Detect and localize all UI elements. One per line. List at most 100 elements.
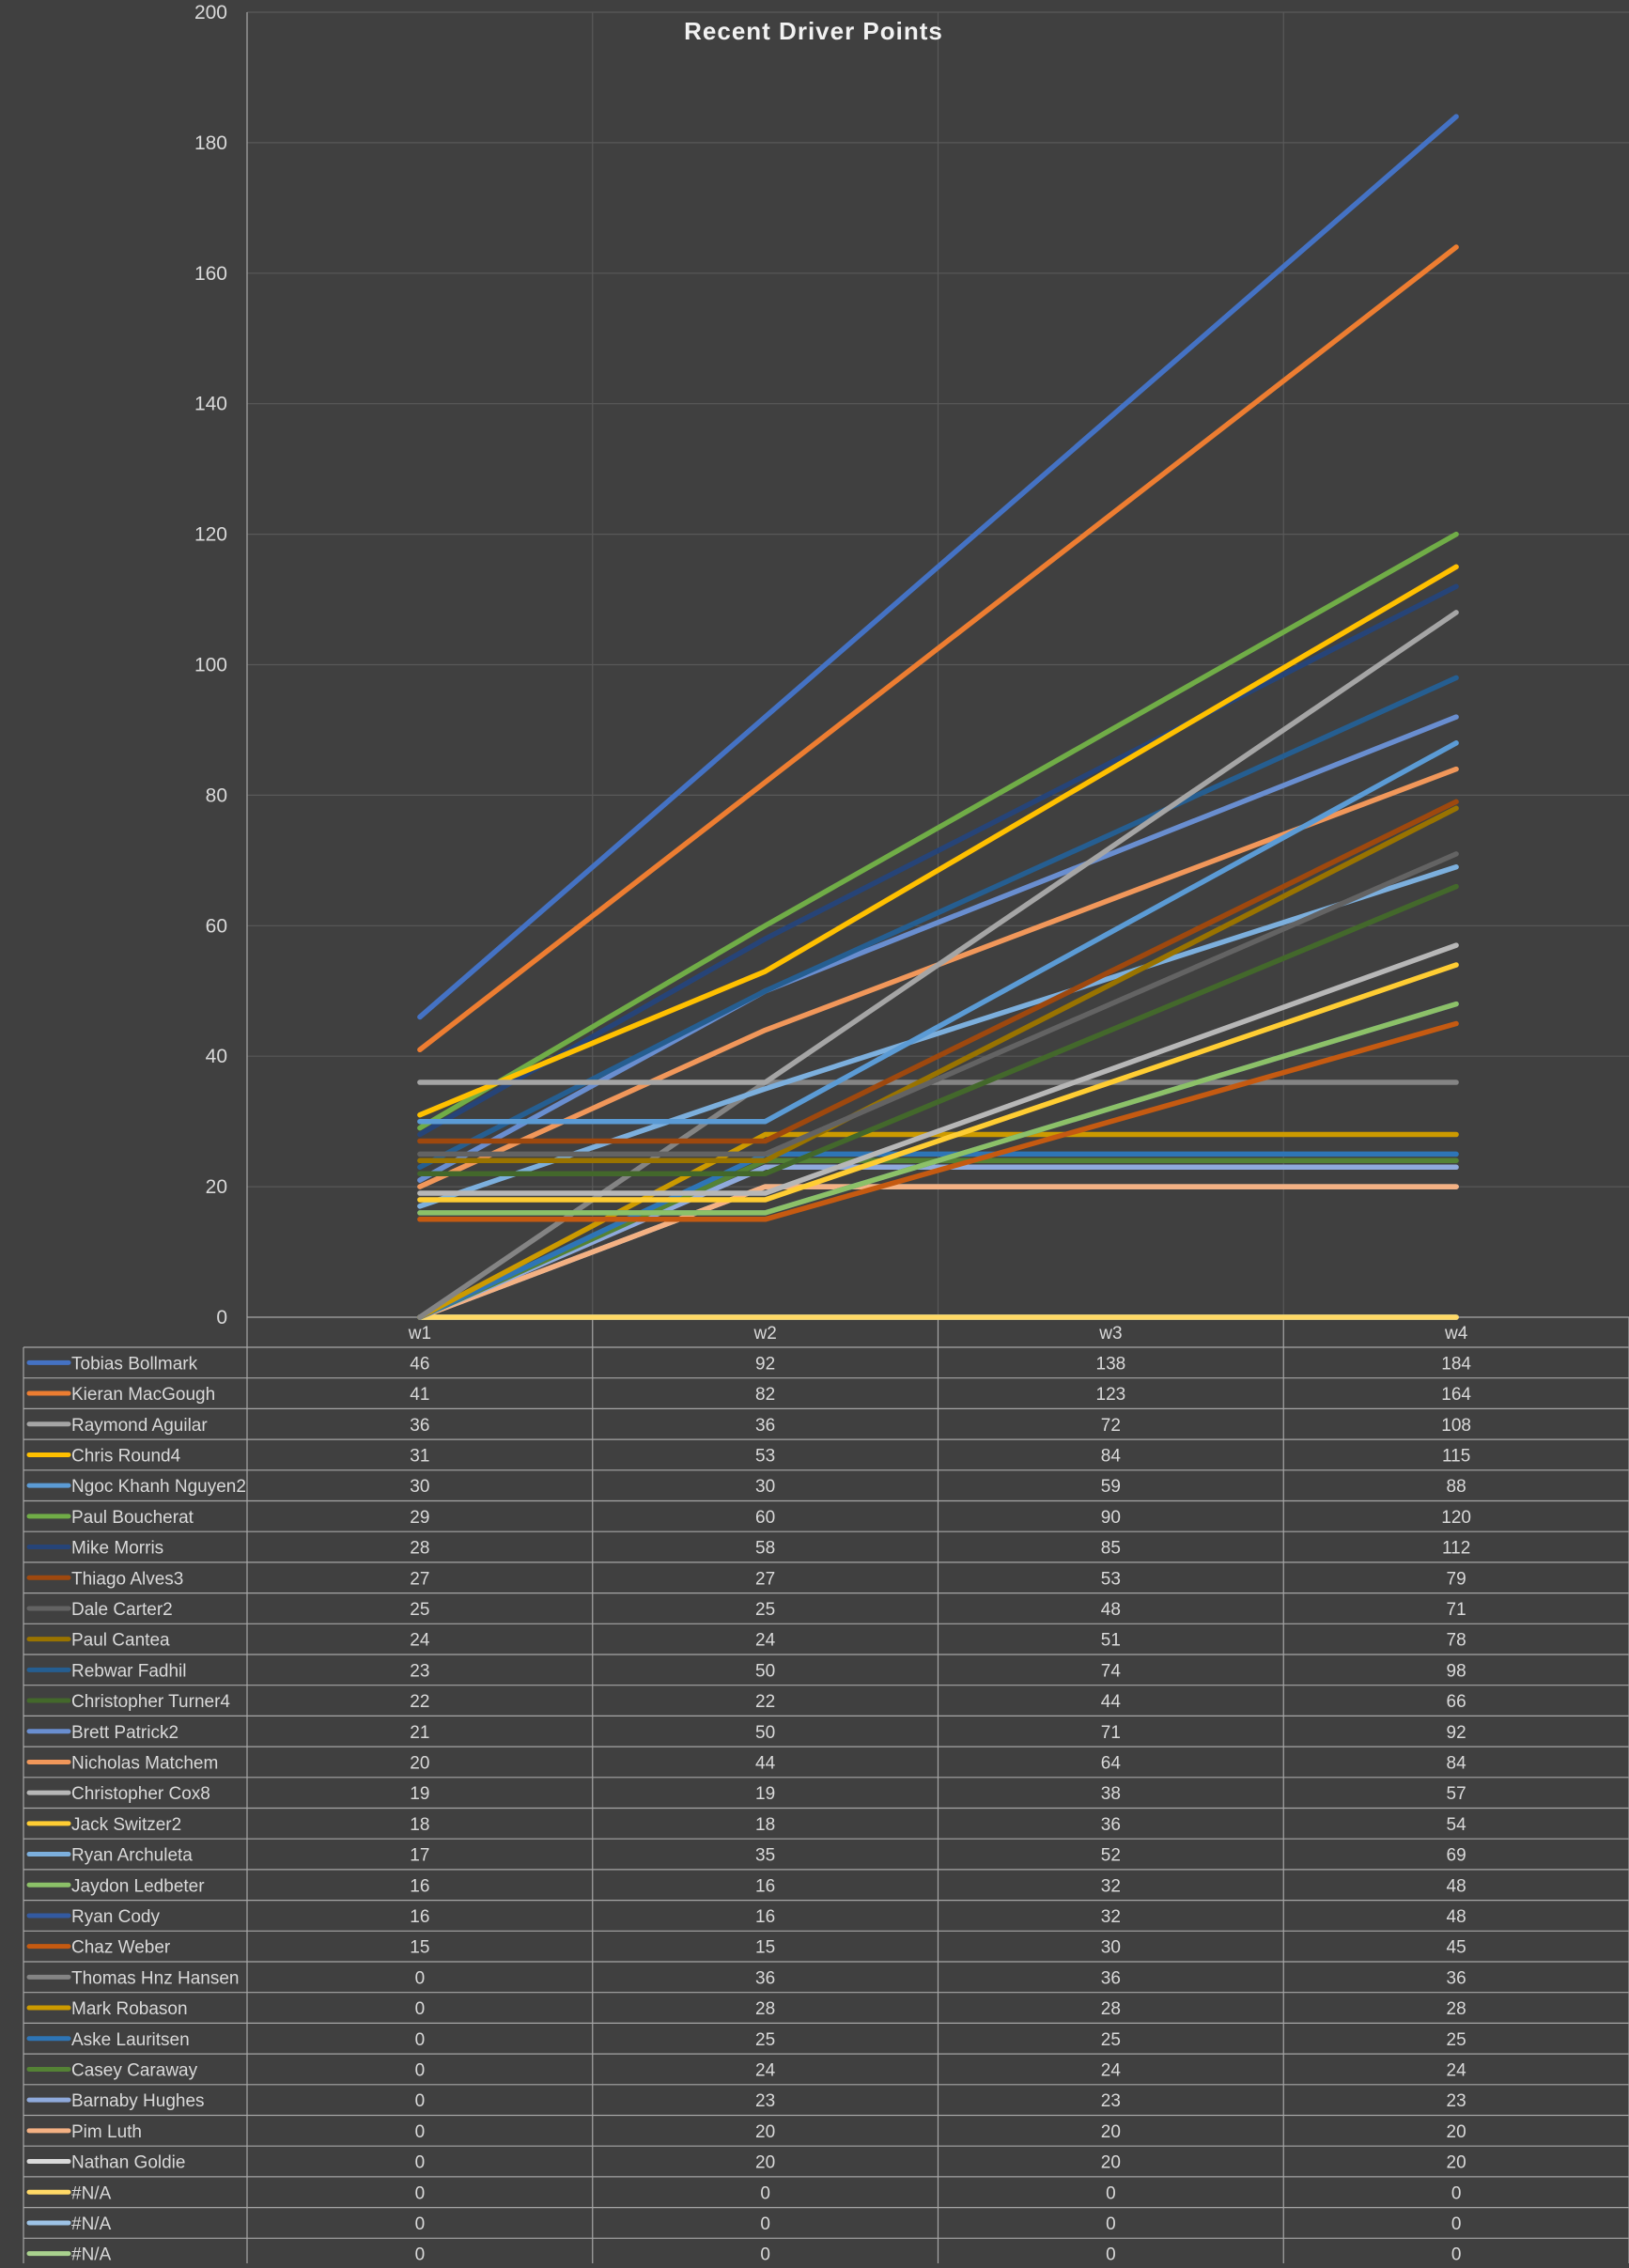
table-cell-value: 30 <box>410 1477 429 1497</box>
legend-series-name: Dale Carter2 <box>71 1600 173 1620</box>
table-cell-value: 60 <box>755 1508 775 1528</box>
table-cell-value: 36 <box>410 1416 429 1436</box>
series-line <box>417 962 1459 1203</box>
table-cell-value: 69 <box>1447 1846 1466 1866</box>
legend-series-name: Thomas Hnz Hansen <box>71 1968 239 1988</box>
table-cell-value: 0 <box>1451 2214 1462 2234</box>
table-cell-value: 23 <box>1101 2091 1121 2111</box>
legend-series-name: Jaydon Ledbeter <box>71 1876 205 1896</box>
table-cell-value: 66 <box>1447 1692 1466 1712</box>
y-tick-label: 160 <box>194 263 227 285</box>
legend-series-name: Kieran MacGough <box>71 1385 215 1405</box>
series-line <box>417 714 1459 1183</box>
table-cell-value: 30 <box>755 1477 775 1497</box>
table-cell-value: 48 <box>1447 1907 1466 1927</box>
table-cell-value: 41 <box>410 1385 429 1405</box>
legend-series-name: Chris Round4 <box>71 1446 181 1466</box>
data-table: w1 w2 w3 w4 Tobias Bollmark 46 92 138 184 Kieran … <box>23 12 1629 2268</box>
table-cell-value: 0 <box>415 2245 426 2263</box>
legend-series-name: #N/A <box>71 2245 112 2263</box>
table-cell-value: 23 <box>1447 2091 1466 2111</box>
table-cell-value: 36 <box>1101 1815 1121 1835</box>
chart-title: Recent Driver Points <box>684 17 943 45</box>
table-cell-value: 74 <box>1101 1661 1122 1681</box>
x-category-label: w3 <box>1098 1324 1122 1344</box>
table-cell-value: 25 <box>410 1600 429 1620</box>
y-tick-label: 0 <box>216 1307 227 1328</box>
table-cell-value: 0 <box>760 2214 770 2234</box>
table-cell-value: 25 <box>1447 2030 1466 2050</box>
table-cell-value: 0 <box>1106 2183 1116 2203</box>
legend-series-name: Rebwar Fadhil <box>71 1661 187 1681</box>
legend-series-name: Tobias Bollmark <box>71 1354 198 1374</box>
table-cell-value: 25 <box>755 1600 775 1620</box>
table-cell-value: 46 <box>410 1354 429 1374</box>
table-cell-value: 36 <box>1447 1968 1466 1988</box>
table-cell-value: 23 <box>410 1661 429 1681</box>
legend-series-name: Ryan Cody <box>71 1907 160 1927</box>
legend-series-name: Paul Boucherat <box>71 1508 194 1528</box>
table-cell-value: 52 <box>1101 1846 1121 1866</box>
legend-series-name: Christopher Turner4 <box>71 1692 230 1712</box>
table-cell-value: 0 <box>415 2183 426 2203</box>
y-axis: 0 20 40 60 80 100 120 140 160 180 200 <box>194 2 227 1328</box>
y-tick-label: 140 <box>194 394 227 415</box>
table-cell-value: 31 <box>410 1446 429 1466</box>
table-cell-value: 22 <box>755 1692 775 1712</box>
table-cell-value: 84 <box>1101 1446 1122 1466</box>
series-line <box>417 942 1459 1196</box>
table-cell-value: 71 <box>1447 1600 1466 1620</box>
table-cell-value: 17 <box>410 1846 429 1866</box>
table-cell-value: 25 <box>1101 2030 1121 2050</box>
x-category-label: w1 <box>408 1324 431 1344</box>
x-category-label: w2 <box>752 1324 776 1344</box>
table-cell-value: 24 <box>1101 2060 1122 2080</box>
table-cell-value: 79 <box>1447 1569 1466 1589</box>
table-cell-value: 24 <box>755 2060 776 2080</box>
table-cell-value: 22 <box>410 1692 429 1712</box>
series-line <box>417 1001 1459 1216</box>
table-cell-value: 90 <box>1101 1508 1121 1528</box>
table-cell-value: 57 <box>1447 1784 1466 1804</box>
series-line <box>417 864 1459 1209</box>
table-cell-value: 0 <box>415 1968 426 1988</box>
table-cell-value: 51 <box>1101 1631 1121 1651</box>
legend-series-name: Barnaby Hughes <box>71 2091 205 2111</box>
y-tick-label: 100 <box>194 655 227 676</box>
table-cell-value: 15 <box>410 1938 429 1958</box>
legend-series-name: #N/A <box>71 2183 112 2203</box>
table-cell-value: 20 <box>1447 2122 1466 2142</box>
table-cell-value: 88 <box>1447 1477 1466 1497</box>
table-cell-value: 36 <box>755 1416 775 1436</box>
table-cell-value: 0 <box>1451 2183 1462 2203</box>
table-cell-value: 15 <box>755 1938 775 1958</box>
table-cell-value: 44 <box>755 1753 776 1773</box>
table-cell-value: 36 <box>1101 1968 1121 1988</box>
x-category-label: w4 <box>1444 1324 1468 1344</box>
table-cell-value: 71 <box>1101 1723 1121 1743</box>
table-cell-value: 84 <box>1447 1753 1467 1773</box>
series-line <box>417 740 1459 1125</box>
table-cell-value: 21 <box>410 1723 429 1743</box>
y-tick-label: 20 <box>206 1176 227 1198</box>
table-cell-value: 48 <box>1447 1876 1466 1896</box>
table-cell-value: 108 <box>1441 1416 1471 1436</box>
table-cell-value: 0 <box>415 2214 426 2234</box>
table-cell-value: 138 <box>1096 1354 1126 1374</box>
legend-series-name: Jack Switzer2 <box>71 1815 181 1835</box>
table-cell-value: 28 <box>1447 1999 1466 2019</box>
table-cell-value: 36 <box>755 1968 775 1988</box>
table-cell-value: 0 <box>415 2153 426 2173</box>
table-cell-value: 16 <box>410 1907 429 1927</box>
series-line <box>417 883 1459 1176</box>
series-line <box>417 244 1459 1053</box>
table-cell-value: 0 <box>760 2245 770 2263</box>
legend-series-name: Chaz Weber <box>71 1938 171 1958</box>
table-cell-value: 32 <box>1101 1876 1121 1896</box>
legend-series-name: Ngoc Khanh Nguyen2 <box>71 1477 246 1497</box>
y-tick-label: 60 <box>206 915 227 937</box>
table-cell-value: 24 <box>755 1631 776 1651</box>
table-cell-value: 20 <box>755 2153 775 2173</box>
table-cell-value: 24 <box>410 1631 430 1651</box>
table-cell-value: 20 <box>1101 2122 1121 2142</box>
